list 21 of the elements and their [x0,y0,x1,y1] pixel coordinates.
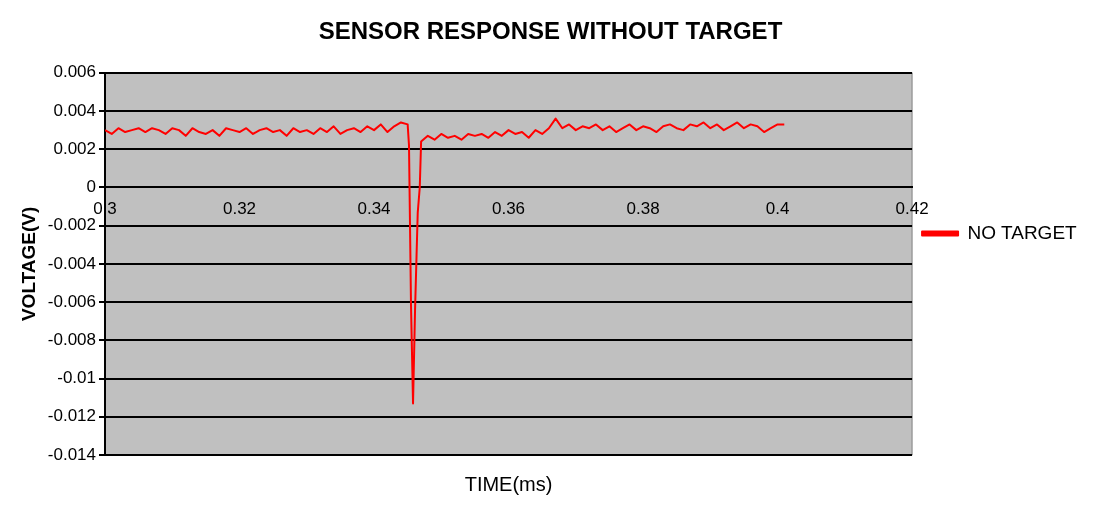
y-tick-label: 0.006 [53,62,96,82]
x-tick-label: 0.4 [765,199,790,219]
legend-label: NO TARGET [967,221,1078,243]
y-tick-label: -0.002 [47,215,96,235]
chart-title: SENSOR RESPONSE WITHOUT TARGET [318,17,783,45]
y-tick-label: -0.014 [47,444,96,464]
x-tick-label: 0.38 [626,199,660,219]
y-tick-label: 0.002 [53,138,96,158]
y-tick-label: 0 [86,177,96,197]
y-tick-label: -0.004 [47,253,96,273]
y-tick-label: -0.01 [57,368,96,388]
x-axis-title: TIME(ms) [464,472,553,495]
y-tick-label: -0.012 [47,406,96,426]
y-tick-label: -0.006 [47,291,96,311]
x-tick-label: 0.34 [357,199,391,219]
y-tick-label: -0.008 [47,330,96,350]
y-tick-label: 0.004 [53,100,96,120]
x-tick-label: 0.32 [222,199,257,219]
x-tick-label: 0.36 [491,199,526,219]
y-axis-title: VOLTAGE(V) [17,206,39,322]
x-tick-label: 0.42 [895,199,929,219]
